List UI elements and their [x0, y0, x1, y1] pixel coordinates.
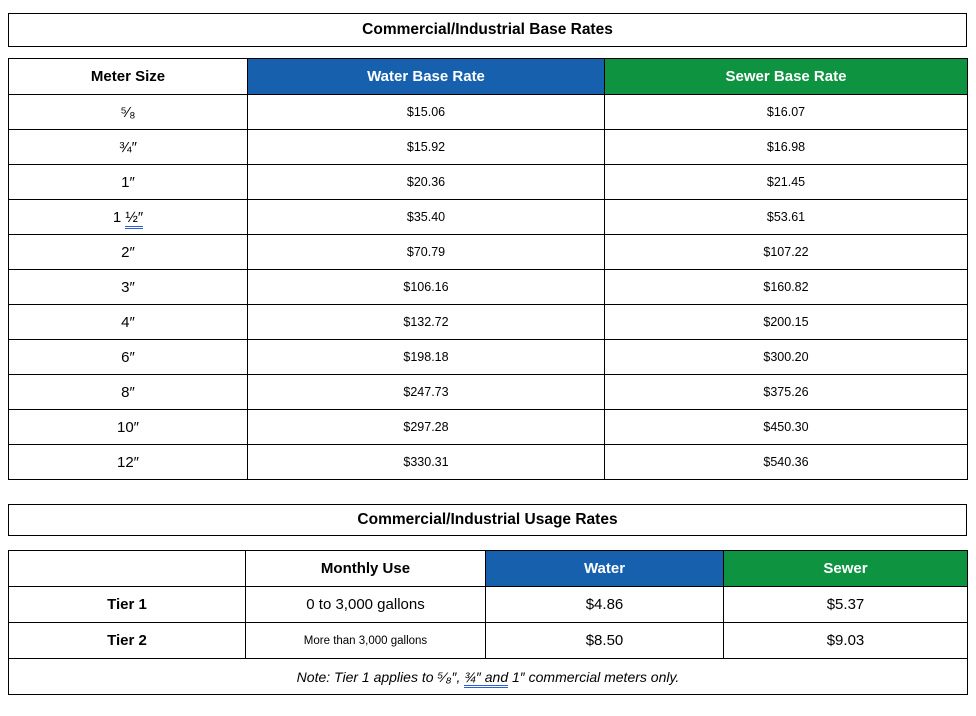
sewer-rate-cell: $200.15 — [604, 304, 968, 340]
usage-rates-title-box: Commercial/Industrial Usage Rates — [8, 504, 967, 536]
meter-size-cell: ¾″ — [8, 129, 248, 165]
sewer-rate-cell: $540.36 — [604, 444, 968, 480]
tier-header — [8, 550, 246, 587]
sewer-base-rate-header: Sewer Base Rate — [604, 58, 968, 95]
meter-size-cell: 6″ — [8, 339, 248, 375]
sewer-rate-cell: $21.45 — [604, 164, 968, 200]
water-rate-cell: $70.79 — [247, 234, 605, 270]
water-rate-cell: $35.40 — [247, 199, 605, 235]
sewer-rate-cell: $375.26 — [604, 374, 968, 410]
water-rate-cell: $198.18 — [247, 339, 605, 375]
table-row: 10″ $297.28 $450.30 — [8, 409, 968, 445]
table-row: 4″ $132.72 $200.15 — [8, 304, 968, 340]
water-base-rate-header: Water Base Rate — [247, 58, 605, 95]
table-row: 3″ $106.16 $160.82 — [8, 269, 968, 305]
grammar-underlined-text: ¾″ and — [464, 668, 509, 688]
monthly-use-cell: More than 3,000 gallons — [245, 622, 486, 659]
water-rate-cell: $15.06 — [247, 94, 605, 130]
usage-rates-title: Commercial/Industrial Usage Rates — [357, 511, 618, 528]
water-rate-cell: $106.16 — [247, 269, 605, 305]
water-rate-cell: $247.73 — [247, 374, 605, 410]
sewer-rate-cell: $300.20 — [604, 339, 968, 375]
water-rate-cell: $4.86 — [485, 586, 724, 623]
water-rate-cell: $15.92 — [247, 129, 605, 165]
water-rate-cell: $330.31 — [247, 444, 605, 480]
sewer-rate-cell: $5.37 — [723, 586, 968, 623]
meter-size-cell: 10″ — [8, 409, 248, 445]
meter-size-cell: 3″ — [8, 269, 248, 305]
sewer-header: Sewer — [723, 550, 968, 587]
usage-rates-header-row: Monthly Use Water Sewer — [8, 550, 968, 587]
meter-size-cell: ⁵⁄₈ — [8, 94, 248, 130]
sewer-rate-cell: $16.98 — [604, 129, 968, 165]
monthly-use-header: Monthly Use — [245, 550, 486, 587]
base-rates-title-box: Commercial/Industrial Base Rates — [8, 13, 967, 47]
meter-size-cell: 12″ — [8, 444, 248, 480]
note-text: 1″ commercial meters only. — [508, 668, 680, 685]
table-row: Tier 1 0 to 3,000 gallons $4.86 $5.37 — [8, 586, 968, 623]
water-rate-cell: $20.36 — [247, 164, 605, 200]
table-row: 2″ $70.79 $107.22 — [8, 234, 968, 270]
table-row: Tier 2 More than 3,000 gallons $8.50 $9.… — [8, 622, 968, 659]
meter-size-header: Meter Size — [8, 58, 248, 95]
base-rates-header-row: Meter Size Water Base Rate Sewer Base Ra… — [8, 58, 968, 95]
sewer-rate-cell: $450.30 — [604, 409, 968, 445]
meter-size-cell: 1 ½″ — [8, 199, 248, 235]
note-text: Note: Tier 1 applies to ⁵⁄₈″, — [296, 668, 465, 685]
table-row: 6″ $198.18 $300.20 — [8, 339, 968, 375]
water-header: Water — [485, 550, 724, 587]
base-rates-table: Meter Size Water Base Rate Sewer Base Ra… — [8, 58, 968, 480]
meter-size-cell: 2″ — [8, 234, 248, 270]
table-row: 8″ $247.73 $375.26 — [8, 374, 968, 410]
meter-size-cell: 1″ — [8, 164, 248, 200]
meter-size-text: 1 — [112, 208, 126, 226]
grammar-underlined-text: ½″ — [125, 208, 144, 229]
note-cell: Note: Tier 1 applies to ⁵⁄₈″, ¾″ and 1″ … — [8, 658, 968, 695]
sewer-rate-cell: $9.03 — [723, 622, 968, 659]
table-row: ¾″ $15.92 $16.98 — [8, 129, 968, 165]
sewer-rate-cell: $16.07 — [604, 94, 968, 130]
sewer-rate-cell: $53.61 — [604, 199, 968, 235]
base-rates-title: Commercial/Industrial Base Rates — [362, 21, 613, 38]
sewer-rate-cell: $107.22 — [604, 234, 968, 270]
water-rate-cell: $132.72 — [247, 304, 605, 340]
table-row: 1″ $20.36 $21.45 — [8, 164, 968, 200]
tier-cell: Tier 1 — [8, 586, 246, 623]
usage-rates-table: Monthly Use Water Sewer Tier 1 0 to 3,00… — [8, 550, 968, 695]
note-row: Note: Tier 1 applies to ⁵⁄₈″, ¾″ and 1″ … — [8, 658, 968, 695]
tier-cell: Tier 2 — [8, 622, 246, 659]
table-row: ⁵⁄₈ $15.06 $16.07 — [8, 94, 968, 130]
water-rate-cell: $297.28 — [247, 409, 605, 445]
table-row: 12″ $330.31 $540.36 — [8, 444, 968, 480]
sewer-rate-cell: $160.82 — [604, 269, 968, 305]
meter-size-cell: 8″ — [8, 374, 248, 410]
table-row: 1 ½″ $35.40 $53.61 — [8, 199, 968, 235]
meter-size-cell: 4″ — [8, 304, 248, 340]
monthly-use-cell: 0 to 3,000 gallons — [245, 586, 486, 623]
water-rate-cell: $8.50 — [485, 622, 724, 659]
